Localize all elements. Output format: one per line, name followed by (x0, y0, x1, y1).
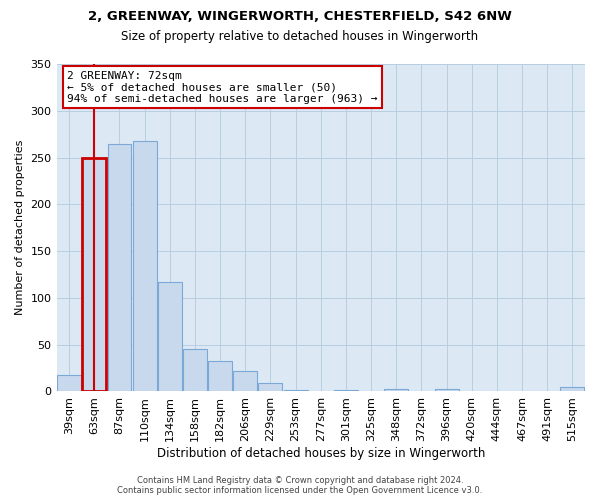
Bar (82, 158, 106, 392)
Bar (385, 388, 408, 392)
Y-axis label: Number of detached properties: Number of detached properties (15, 140, 25, 316)
Bar (183, 350, 207, 392)
Bar (208, 360, 232, 392)
Bar (233, 371, 257, 392)
Bar (560, 387, 584, 392)
Bar (259, 383, 283, 392)
X-axis label: Distribution of detached houses by size in Wingerworth: Distribution of detached houses by size … (157, 447, 485, 460)
Text: 2, GREENWAY, WINGERWORTH, CHESTERFIELD, S42 6NW: 2, GREENWAY, WINGERWORTH, CHESTERFIELD, … (88, 10, 512, 23)
Bar (334, 390, 358, 392)
Bar (284, 390, 308, 392)
Text: Size of property relative to detached houses in Wingerworth: Size of property relative to detached ho… (121, 30, 479, 43)
Text: 2 GREENWAY: 72sqm
← 5% of detached houses are smaller (50)
94% of semi-detached : 2 GREENWAY: 72sqm ← 5% of detached house… (67, 70, 377, 104)
Bar (57, 374, 81, 392)
Bar (107, 144, 131, 392)
Bar (158, 282, 182, 392)
Bar (434, 388, 458, 392)
Bar (133, 140, 157, 392)
Text: Contains HM Land Registry data © Crown copyright and database right 2024.
Contai: Contains HM Land Registry data © Crown c… (118, 476, 482, 495)
